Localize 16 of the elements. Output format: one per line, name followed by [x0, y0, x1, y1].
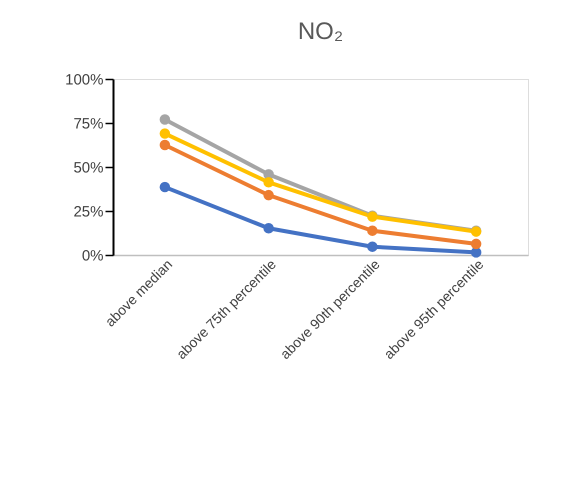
point	[160, 140, 170, 150]
point	[263, 190, 274, 200]
point	[367, 225, 378, 236]
y-tick-label: 0%	[82, 248, 104, 264]
y-tick-label: 50%	[73, 160, 104, 176]
point	[160, 128, 170, 139]
y-tick-label: 100%	[65, 72, 104, 88]
point	[160, 114, 170, 125]
y-tick-label: 75%	[73, 116, 104, 132]
point	[263, 223, 274, 234]
chart-title: NO₂	[298, 18, 344, 45]
point	[263, 177, 274, 188]
point	[160, 182, 170, 192]
y-tick-label: 25%	[73, 204, 104, 220]
point	[367, 241, 378, 252]
point	[470, 238, 482, 250]
